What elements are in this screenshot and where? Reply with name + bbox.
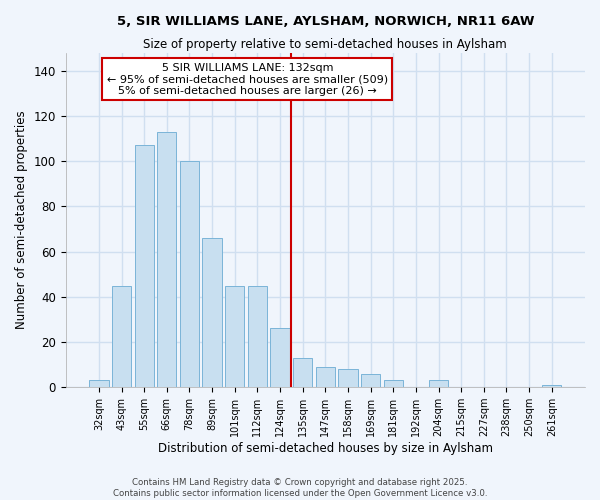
Bar — [271, 328, 290, 387]
Bar — [361, 374, 380, 387]
Title: 5, SIR WILLIAMS LANE, AYLSHAM, NORWICH, NR11 6AW: 5, SIR WILLIAMS LANE, AYLSHAM, NORWICH, … — [116, 15, 534, 28]
Bar — [225, 286, 244, 387]
Bar — [429, 380, 448, 387]
Bar — [89, 380, 109, 387]
X-axis label: Distribution of semi-detached houses by size in Aylsham: Distribution of semi-detached houses by … — [158, 442, 493, 455]
Bar — [180, 161, 199, 387]
Text: Contains HM Land Registry data © Crown copyright and database right 2025.
Contai: Contains HM Land Registry data © Crown c… — [113, 478, 487, 498]
Bar — [383, 380, 403, 387]
Bar — [338, 369, 358, 387]
Bar — [202, 238, 222, 387]
Bar — [316, 367, 335, 387]
Bar — [248, 286, 267, 387]
Text: Size of property relative to semi-detached houses in Aylsham: Size of property relative to semi-detach… — [143, 38, 507, 51]
Text: 5 SIR WILLIAMS LANE: 132sqm
← 95% of semi-detached houses are smaller (509)
5% o: 5 SIR WILLIAMS LANE: 132sqm ← 95% of sem… — [107, 63, 388, 96]
Y-axis label: Number of semi-detached properties: Number of semi-detached properties — [15, 110, 28, 330]
Bar — [542, 385, 562, 387]
Bar — [134, 146, 154, 387]
Bar — [112, 286, 131, 387]
Bar — [293, 358, 313, 387]
Bar — [157, 132, 176, 387]
